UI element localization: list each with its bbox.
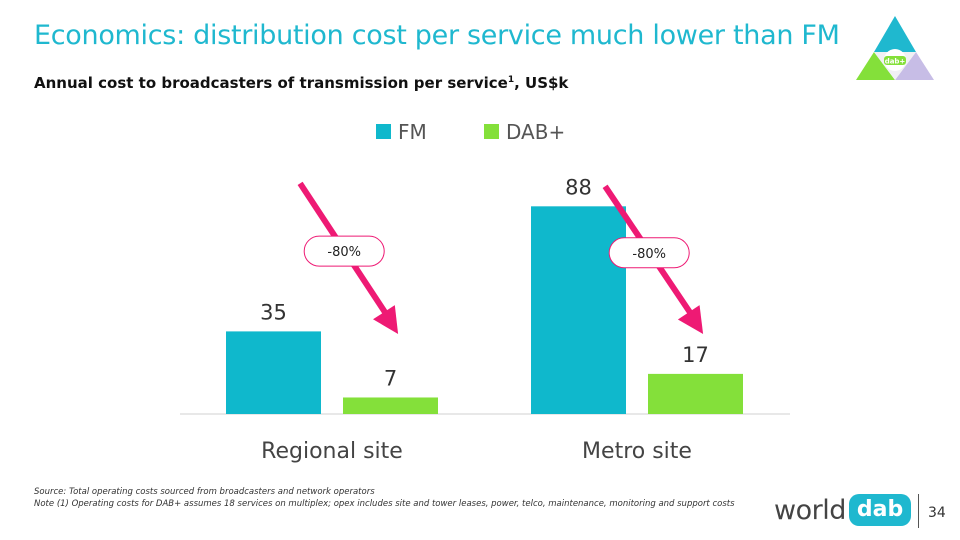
subtitle-units: , US$k <box>514 74 569 92</box>
legend-swatch-0 <box>376 124 391 139</box>
legend-label-1: DAB+ <box>506 120 565 144</box>
brand-world-text: world <box>774 494 846 526</box>
reduction-label-pill <box>608 237 690 269</box>
data-label: 35 <box>260 300 287 324</box>
data-label: 88 <box>565 175 592 199</box>
footer-divider <box>918 494 919 528</box>
footnotes: Source: Total operating costs sourced fr… <box>34 486 764 510</box>
reduction-label: -80% <box>632 247 666 262</box>
legend-label-0: FM <box>398 120 427 144</box>
reduction-arrow-head <box>373 305 399 334</box>
subtitle-text: Annual cost to broadcasters of transmiss… <box>34 74 508 92</box>
assumption-note: Note (1) Operating costs for DAB+ assume… <box>34 499 735 509</box>
worlddab-logo: world dab <box>774 494 912 526</box>
chart-subtitle: Annual cost to broadcasters of transmiss… <box>34 74 568 92</box>
page-number: 34 <box>928 505 946 521</box>
x-tick-label: Metro site <box>582 439 692 464</box>
logo-badge-text: dab+ <box>885 58 906 66</box>
bar-dab-0 <box>343 397 438 414</box>
reduction-label: -80% <box>327 245 361 260</box>
x-tick-label: Regional site <box>261 439 403 464</box>
source-note: Source: Total operating costs sourced fr… <box>34 487 375 497</box>
data-label: 7 <box>384 366 397 390</box>
legend-swatch-1 <box>484 124 499 139</box>
reduction-arrow-head <box>677 305 704 334</box>
data-label: 17 <box>682 343 709 367</box>
brand-dab-text: dab <box>848 494 912 526</box>
bar-fm-0 <box>226 331 321 414</box>
reduction-label-pill <box>303 235 385 267</box>
footnote-marker: 1 <box>507 75 515 85</box>
dab-triangle-logo-icon: dab+ <box>856 16 934 80</box>
bar-dab-1 <box>648 373 743 414</box>
bar-fm-1 <box>531 206 626 414</box>
page-title: Economics: distribution cost per service… <box>34 20 840 51</box>
